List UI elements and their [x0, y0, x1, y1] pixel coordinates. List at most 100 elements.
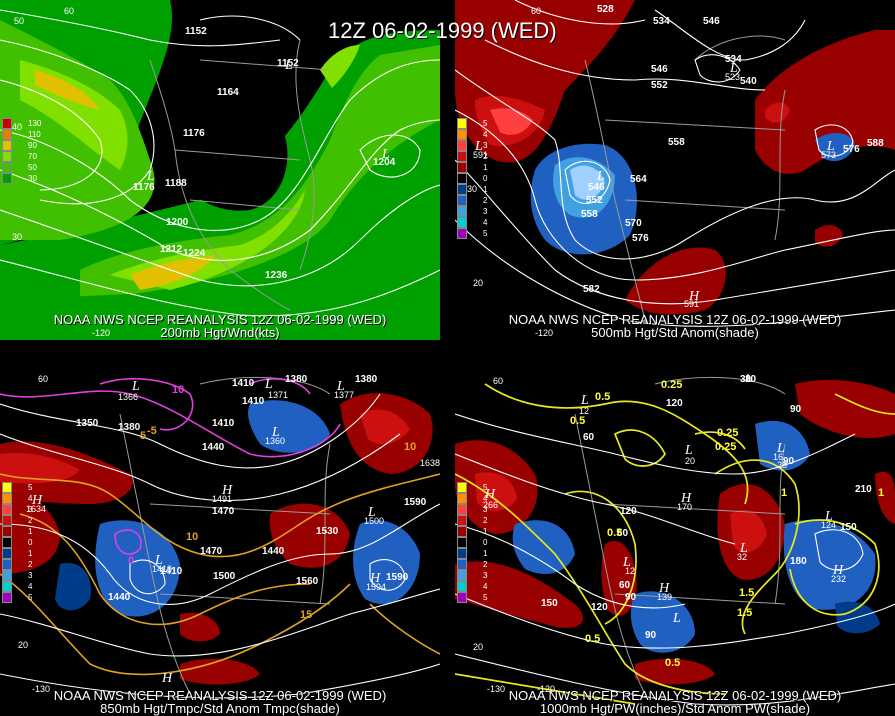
panel-caption: NOAA NWS NCEP REANALYSIS 12Z 06-02-1999 … — [508, 312, 842, 327]
legend-swatch — [457, 515, 467, 526]
panel-subtitle: 500mb Hgt/Std Anom(shade) — [591, 325, 759, 340]
lat-lon-labels: 60 30 20 -120 — [467, 6, 553, 338]
legend-swatch — [457, 570, 467, 581]
center-value: 139 — [657, 592, 672, 602]
legend-swatch — [457, 548, 467, 559]
legend-swatch — [2, 140, 12, 151]
temperature-contours-cold — [0, 378, 341, 555]
legend-entry: 5 — [455, 592, 487, 603]
center-value: 12 — [625, 566, 635, 576]
panel-caption: NOAA NWS NCEP REANALYSIS 12Z 06-02-1999 … — [53, 312, 387, 327]
legend-entry: 4 — [455, 493, 487, 504]
center-value: 232 — [831, 574, 846, 584]
legend-swatch — [457, 581, 467, 592]
contour-label: 150 — [840, 522, 857, 533]
legend-swatch — [457, 195, 467, 206]
contour-label: 552 — [651, 80, 668, 91]
contour-label: 1590 — [404, 497, 427, 508]
low-center: L — [729, 61, 738, 76]
pressure-centers: L L L L H H L L H H 1366 1371 1360 1377 … — [26, 377, 440, 686]
legend-swatch — [2, 548, 12, 559]
center-value: 170 — [677, 502, 692, 512]
contour-label: 1410 — [160, 566, 183, 577]
center-value: 1638 — [420, 458, 440, 468]
contour-labels: 1152 1152 1164 1176 1188 1176 1200 1212 … — [133, 26, 396, 281]
contour-label: 1212 — [160, 244, 183, 255]
low-center: L — [684, 443, 693, 458]
legend-label: 2 — [483, 196, 488, 205]
legend-label: 5 — [483, 119, 488, 128]
legend-swatch — [457, 493, 467, 504]
low-center: L — [744, 374, 753, 386]
lat-label: 40 — [12, 122, 22, 132]
contour-label: 1410 — [232, 378, 255, 389]
legend-entry: 4 — [0, 493, 32, 504]
legend-entry: 50 — [0, 162, 37, 173]
center-value: 1634 — [26, 504, 46, 514]
anomaly-shading — [0, 393, 433, 685]
contour-label: 1200 — [166, 217, 189, 228]
legend-swatch — [2, 151, 12, 162]
contour-label: 90 — [783, 456, 795, 467]
lat-label: 30 — [12, 232, 22, 242]
legend-entry: 3 — [0, 504, 32, 515]
wind-legend: 130 110 90 70 50 30 — [0, 118, 41, 184]
anomaly-legend: 5 4 3 2 1 0 1 2 3 4 5 — [0, 482, 32, 603]
legend-label: 90 — [28, 141, 37, 150]
contour-label: 1176 — [183, 128, 205, 139]
legend-entry: 3 — [455, 570, 487, 581]
legend-entry: 70 — [0, 151, 37, 162]
legend-swatch — [457, 217, 467, 228]
legend-entry: 5 — [455, 482, 487, 493]
contour-label: 1188 — [165, 178, 187, 189]
center-value: 20 — [685, 456, 695, 466]
legend-label: 110 — [28, 130, 41, 139]
contour-label: 1204 — [373, 157, 396, 168]
main-title: 12Z 06-02-1999 (WED) — [328, 18, 557, 43]
legend-swatch — [2, 118, 12, 129]
map-1000mb: 30 90 120 60 0.5 0.25 0.25 0.5 0.25 30 6… — [455, 374, 895, 706]
center-value: 591 — [473, 150, 488, 160]
legend-swatch — [457, 118, 467, 129]
contour-label: 1440 — [202, 442, 225, 453]
legend-entry: 5 — [0, 592, 32, 603]
legend-entry: 0 — [455, 537, 487, 548]
contour-label: 582 — [583, 284, 600, 295]
temp-label: 15 — [300, 609, 312, 621]
contour-label: 570 — [625, 218, 642, 229]
lat-label: 20 — [473, 278, 483, 288]
height-contours — [0, 9, 440, 317]
legend-swatch — [457, 140, 467, 151]
contour-label: 588 — [867, 138, 884, 149]
lat-label: 30 — [467, 184, 477, 194]
temp-label: 0 — [128, 555, 134, 567]
contour-label: 1590 — [386, 572, 409, 583]
lat-lon-labels: 60 20 -130 — [18, 374, 50, 694]
high-center: H — [369, 571, 381, 586]
high-center: H — [680, 491, 692, 506]
contour-labels: 528 534 546 534 540 546 552 558 564 570 … — [581, 4, 884, 295]
legend-label: 1 — [28, 549, 33, 558]
contour-label: 30 — [740, 374, 752, 385]
legend-entry: 110 — [0, 129, 41, 140]
low-center: L — [824, 509, 833, 524]
lat-label: 60 — [493, 376, 503, 386]
legend-label: 1 — [483, 527, 488, 536]
contour-label: 1470 — [212, 506, 235, 517]
legend-label: 4 — [483, 494, 488, 503]
legend-entry: 1 — [455, 184, 487, 195]
legend-entry: 3 — [455, 140, 487, 151]
legend-swatch — [457, 173, 467, 184]
contour-label: 1164 — [217, 87, 239, 98]
temp-label: -5 — [147, 425, 157, 437]
contour-label: 540 — [740, 76, 757, 87]
legend-entry: 130 — [0, 118, 41, 129]
legend-label: 0 — [28, 538, 33, 547]
legend-swatch — [457, 206, 467, 217]
legend-entry: 3 — [455, 206, 487, 217]
center-value: 32 — [737, 552, 747, 562]
panel-500mb-height-anomaly: 528 534 546 534 540 546 552 558 564 570 … — [455, 0, 895, 340]
map-200mb: 1152 1152 1164 1176 1188 1176 1200 1212 … — [0, 0, 440, 340]
pw-label: 1.5 — [739, 587, 754, 599]
legend-label: 3 — [483, 505, 488, 514]
